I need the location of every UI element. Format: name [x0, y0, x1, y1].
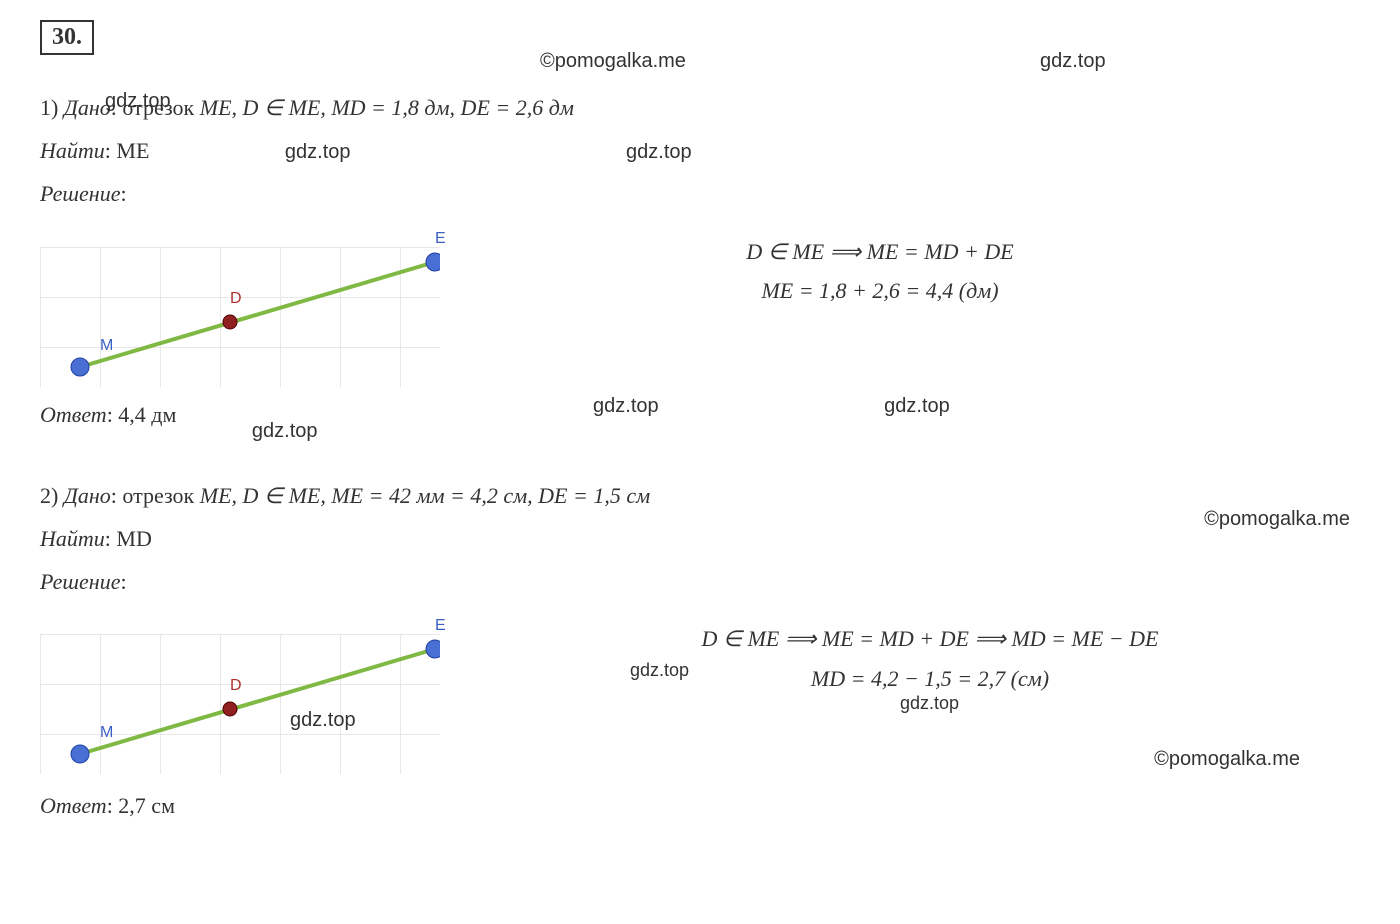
part-1: 1) Дано: отрезок ME, D ∈ ME, MD = 1,8 дм…	[40, 90, 1360, 428]
diagram-row-2: M D E gdz.top D ∈ ME ⟹ ME = MD + DE ⟹ MD…	[40, 609, 1360, 778]
answer-line-1: Ответ: 4,4 дм gdz.top gdz.top gdz.top	[40, 402, 1360, 428]
page-container: 30. ©pomogalka.me gdz.top gdz.top 1) Дан…	[40, 20, 1360, 819]
watermark-gdz: gdz.top	[626, 141, 692, 163]
watermark-pomo: ©pomogalka.me	[540, 50, 686, 73]
point-e	[426, 640, 440, 658]
given-text: : отрезок	[111, 483, 200, 508]
given-math: ME, D ∈ ME, ME = 42 мм = 4,2 см, DE = 1,…	[200, 483, 650, 508]
point-m	[71, 358, 89, 376]
point-m	[71, 745, 89, 763]
watermark-gdz: gdz.top	[884, 395, 950, 417]
watermark-gdz: gdz.top	[900, 687, 959, 719]
solution-label-line: Решение:	[40, 176, 1360, 211]
solution-label: Решение	[40, 569, 120, 594]
watermark-gdz: gdz.top	[630, 654, 689, 686]
solution-label-line-2: Решение:	[40, 564, 1360, 599]
answer-text: : 4,4 дм	[107, 402, 177, 427]
answer-label: Ответ	[40, 402, 107, 427]
solution-math-2: D ∈ ME ⟹ ME = MD + DE ⟹ MD = ME − DE gdz…	[500, 609, 1360, 778]
segment-line	[80, 262, 435, 367]
watermark-pomo: ©pomogalka.me	[1154, 748, 1300, 770]
solution-label: Решение	[40, 181, 120, 206]
find-text: : ME	[105, 138, 150, 163]
watermark-gdz: gdz.top	[290, 709, 356, 732]
answer-line-2: Ответ: 2,7 см	[40, 793, 1360, 819]
diagram-row-1: M D E D ∈ ME ⟹ ME = MD + DE ME = 1,8 + 2…	[40, 222, 1360, 387]
watermark-pomo: ©pomogalka.me	[1204, 503, 1350, 535]
watermark-gdz: gdz.top	[285, 141, 351, 163]
given-line-2: 2) Дано: отрезок ME, D ∈ ME, ME = 42 мм …	[40, 478, 1360, 513]
point-d	[223, 315, 237, 329]
given-math: ME, D ∈ ME, MD = 1,8 дм, DE = 2,6 дм	[200, 95, 574, 120]
answer-label: Ответ	[40, 793, 107, 818]
label-d: D	[230, 290, 242, 308]
math-line-2: ME = 1,8 + 2,6 = 4,4 (дм)	[500, 271, 1260, 311]
given-text: : отрезок	[111, 95, 200, 120]
solution-colon: :	[120, 569, 126, 594]
watermark-gdz: gdz.top	[252, 420, 318, 442]
find-label: Найти	[40, 138, 105, 163]
solution-math-1: D ∈ ME ⟹ ME = MD + DE ME = 1,8 + 2,6 = 4…	[500, 222, 1360, 311]
math-line-1: D ∈ ME ⟹ ME = MD + DE	[500, 232, 1260, 272]
watermark-gdz: gdz.top	[593, 395, 659, 417]
given-label: Дано	[64, 95, 111, 120]
answer-text: : 2,7 см	[107, 793, 175, 818]
point-e	[426, 253, 440, 271]
label-e: E	[435, 230, 446, 248]
find-label: Найти	[40, 526, 105, 551]
given-label: Дано	[64, 483, 111, 508]
given-line: 1) Дано: отрезок ME, D ∈ ME, MD = 1,8 дм…	[40, 90, 1360, 125]
point-d	[223, 702, 237, 716]
watermark-gdz: gdz.top	[1040, 50, 1106, 73]
problem-number-box: 30.	[40, 20, 94, 55]
diagram-2: M D E gdz.top	[40, 609, 440, 774]
label-e: E	[435, 617, 446, 635]
find-line-2: Найти: MD	[40, 521, 1360, 556]
label-m: M	[100, 337, 113, 355]
label-m: M	[100, 724, 113, 742]
find-text: : MD	[105, 526, 152, 551]
find-line: Найти: ME gdz.top gdz.top	[40, 133, 1360, 168]
segment-svg	[40, 634, 440, 774]
math-line-1: D ∈ ME ⟹ ME = MD + DE ⟹ MD = ME − DE	[500, 619, 1360, 659]
segment-line	[80, 649, 435, 754]
solution-colon: :	[120, 181, 126, 206]
diagram-1: M D E	[40, 222, 440, 387]
part-2: 2) Дано: отрезок ME, D ∈ ME, ME = 42 мм …	[40, 478, 1360, 819]
label-d: D	[230, 677, 242, 695]
segment-svg	[40, 247, 440, 387]
